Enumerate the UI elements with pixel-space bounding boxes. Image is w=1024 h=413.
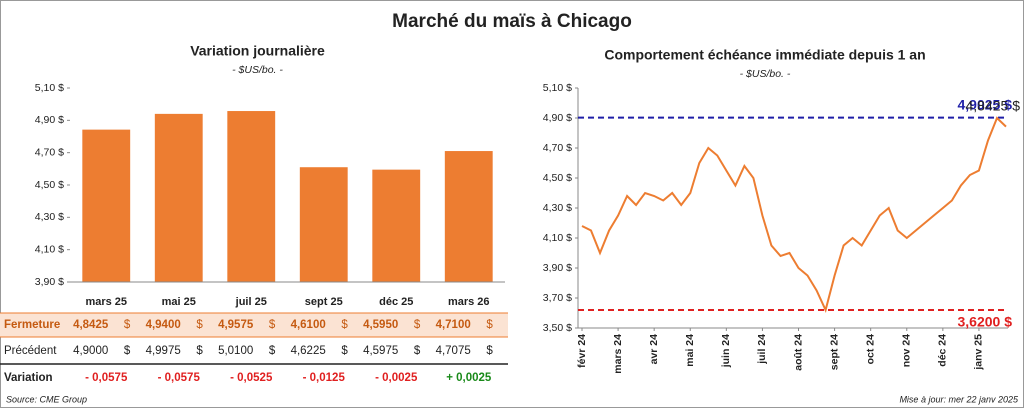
table-unit: $ <box>486 345 493 357</box>
y-tick-label: 3,90 $ <box>543 262 572 274</box>
updated: Mise à jour: mer 22 janv 2025 <box>899 394 1019 404</box>
table-cell: 4,5975 <box>363 345 398 357</box>
y-tick-label: 4,90 $ <box>543 112 572 124</box>
bar <box>227 111 276 282</box>
x-tick-label: janv 25 <box>973 334 985 371</box>
table-cell: - 0,0025 <box>375 372 418 384</box>
table-cell: 4,9400 <box>146 319 181 331</box>
x-tick-label: juin 24 <box>720 334 732 368</box>
y-tick-label: 5,10 $ <box>35 82 64 94</box>
reference-label: 4,9025 $ <box>958 96 1013 112</box>
table-unit: $ <box>414 345 421 357</box>
end-label: 4,8425 $ <box>966 97 1021 113</box>
x-tick-label: nov 24 <box>901 334 913 367</box>
y-tick-label: 4,50 $ <box>35 179 64 191</box>
y-tick-label: 4,30 $ <box>543 202 572 214</box>
y-tick-label: 4,90 $ <box>35 114 64 126</box>
table-cell: 4,7075 <box>436 345 471 357</box>
table-cell: 4,8425 <box>73 319 109 331</box>
row-highlight <box>0 313 508 337</box>
bar <box>154 113 203 282</box>
x-tick-label: mars 24 <box>612 334 624 374</box>
x-tick-label: mars 26 <box>448 296 490 308</box>
table-unit: $ <box>269 319 276 331</box>
table-unit: $ <box>414 319 421 331</box>
x-tick-label: août 24 <box>792 334 804 371</box>
table-cell: 4,9975 <box>146 345 181 357</box>
table-unit: $ <box>124 319 131 331</box>
table-cell: 5,0100 <box>218 345 253 357</box>
chart-subtitle: - $US/bo. - <box>232 64 283 76</box>
x-tick-label: févr 24 <box>576 334 588 368</box>
row-label: Fermeture <box>4 319 60 331</box>
table-cell: - 0,0525 <box>230 372 273 384</box>
table-unit: $ <box>124 345 131 357</box>
table-cell: 4,6225 <box>291 345 326 357</box>
table-cell: 4,6100 <box>291 319 326 331</box>
x-tick-label: mai 25 <box>162 296 196 308</box>
table-unit: $ <box>196 345 203 357</box>
x-tick-label: juil 24 <box>756 334 768 365</box>
table-cell: 4,9575 <box>218 319 254 331</box>
chart-title: Comportement échéance immédiate depuis 1… <box>604 47 925 63</box>
page-title: Marché du maïs à Chicago <box>392 11 632 32</box>
table-cell: 4,5950 <box>363 319 398 331</box>
reference-label: 3,6200 $ <box>958 314 1013 330</box>
x-tick-label: sept 24 <box>828 334 840 370</box>
table-cell: - 0,0575 <box>158 372 201 384</box>
y-tick-label: 3,50 $ <box>543 322 572 334</box>
table-unit: $ <box>196 319 203 331</box>
x-tick-label: mars 25 <box>85 296 127 308</box>
y-tick-label: 4,50 $ <box>543 172 572 184</box>
chart-title: Variation journalière <box>190 43 325 59</box>
table-unit: $ <box>341 345 348 357</box>
table-unit: $ <box>269 345 276 357</box>
bar <box>372 169 421 282</box>
table-cell: 4,7100 <box>436 319 471 331</box>
table-unit: $ <box>486 319 493 331</box>
y-tick-label: 3,70 $ <box>543 292 572 304</box>
bar <box>299 167 348 282</box>
x-tick-label: oct 24 <box>864 334 876 365</box>
price-line <box>581 116 1007 313</box>
bar <box>444 151 493 282</box>
y-tick-label: 4,10 $ <box>35 243 64 255</box>
table-cell: + 0,0025 <box>446 372 492 384</box>
bar <box>82 129 131 282</box>
source: Source: CME Group <box>6 394 87 404</box>
row-label: Précédent <box>4 345 57 357</box>
y-tick-label: 5,10 $ <box>543 82 572 94</box>
table-cell: - 0,0575 <box>85 372 128 384</box>
table-unit: $ <box>341 319 348 331</box>
x-tick-label: déc 25 <box>379 296 413 308</box>
x-tick-label: sept 25 <box>305 296 343 308</box>
x-tick-label: juil 25 <box>235 296 267 308</box>
x-tick-label: déc 24 <box>937 334 949 367</box>
y-tick-label: 4,70 $ <box>35 146 64 158</box>
y-tick-label: 4,70 $ <box>543 142 572 154</box>
x-tick-label: avr 24 <box>648 334 660 365</box>
y-tick-label: 4,30 $ <box>35 211 64 223</box>
table-cell: - 0,0125 <box>303 372 346 384</box>
y-tick-label: 3,90 $ <box>35 276 64 288</box>
x-tick-label: mai 24 <box>684 334 696 367</box>
y-tick-label: 4,10 $ <box>543 232 572 244</box>
table-cell: 4,9000 <box>73 345 108 357</box>
row-label: Variation <box>4 372 53 384</box>
chart-subtitle: - $US/bo. - <box>740 68 791 80</box>
